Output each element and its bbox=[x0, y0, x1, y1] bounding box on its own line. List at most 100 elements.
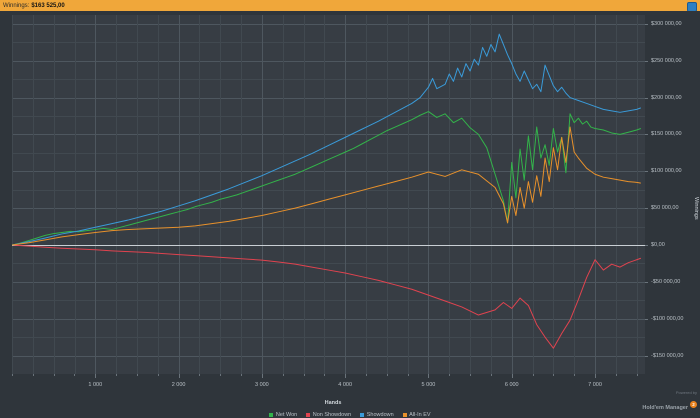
x-tick bbox=[282, 374, 284, 376]
x-tick bbox=[490, 374, 492, 376]
gridline-horizontal bbox=[12, 189, 645, 191]
x-tick bbox=[53, 374, 55, 376]
x-tick bbox=[553, 374, 555, 376]
y-axis-label: $0,00 bbox=[651, 241, 665, 248]
y-tick bbox=[645, 281, 648, 283]
y-axis-label: -$100 000,00 bbox=[651, 315, 684, 322]
window-titlebar: Winnings: $163 525,00 bbox=[0, 0, 700, 12]
gridline-vertical bbox=[324, 15, 326, 374]
gridline-vertical bbox=[12, 15, 13, 374]
x-tick bbox=[95, 374, 97, 378]
y-axis-label: $150 000,00 bbox=[651, 131, 682, 138]
gridline-vertical bbox=[241, 15, 242, 374]
gridline-vertical bbox=[74, 15, 76, 374]
gridline-vertical bbox=[470, 15, 472, 374]
x-tick bbox=[365, 374, 367, 376]
x-axis-label: 3 000 bbox=[254, 382, 269, 388]
x-axis-label: 2 000 bbox=[171, 382, 186, 388]
legend-swatch-icon bbox=[306, 413, 311, 417]
gridline-vertical bbox=[553, 15, 555, 374]
x-tick bbox=[303, 374, 305, 376]
info-icon[interactable] bbox=[687, 1, 697, 12]
x-tick bbox=[470, 374, 472, 376]
x-tick bbox=[74, 374, 76, 376]
gridline-vertical bbox=[136, 15, 138, 374]
x-tick bbox=[136, 374, 138, 376]
gridline-vertical bbox=[366, 15, 367, 374]
y-axis-label: -$50 000,00 bbox=[651, 278, 681, 285]
x-tick bbox=[220, 374, 222, 376]
gridline-vertical bbox=[199, 15, 201, 374]
y-tick bbox=[645, 355, 648, 357]
gridline-horizontal bbox=[12, 318, 645, 320]
watermark-powered-by: Powered by bbox=[675, 390, 697, 396]
gridline-vertical bbox=[157, 15, 159, 374]
gridline-vertical bbox=[282, 15, 284, 374]
x-tick bbox=[199, 374, 201, 376]
gridline-horizontal bbox=[12, 60, 645, 62]
gridline-vertical bbox=[595, 15, 596, 374]
legend-item-non-showdown[interactable]: Non Showdown bbox=[306, 412, 351, 418]
gridline-horizontal bbox=[12, 226, 645, 228]
x-tick bbox=[428, 374, 430, 378]
x-tick bbox=[324, 374, 326, 376]
x-axis-label: 4 000 bbox=[338, 382, 353, 388]
y-axis-label: $100 000,00 bbox=[651, 168, 682, 175]
y-tick bbox=[645, 97, 648, 99]
y-tick bbox=[645, 244, 648, 246]
y-tick bbox=[645, 23, 648, 25]
y-axis-label: $250 000,00 bbox=[651, 57, 682, 64]
x-tick bbox=[595, 374, 597, 378]
gridline-horizontal bbox=[12, 97, 645, 99]
chart-area: $300 000,00 $250 000,00 $200 000,00 $150 00… bbox=[0, 11, 700, 418]
x-tick bbox=[32, 374, 34, 376]
gridline-vertical bbox=[386, 15, 388, 374]
x-tick bbox=[532, 374, 534, 376]
y-axis-label: -$150 000,00 bbox=[651, 352, 684, 359]
titlebar-value: $163 525,00 bbox=[31, 2, 65, 9]
gridline-vertical bbox=[220, 15, 222, 374]
gridline-horizontal bbox=[12, 42, 645, 44]
gridline-vertical bbox=[490, 15, 492, 374]
legend-label: Net Won bbox=[275, 412, 298, 418]
legend-item-net-won[interactable]: Net Won bbox=[269, 412, 297, 418]
zero-baseline bbox=[12, 245, 645, 246]
x-tick bbox=[116, 374, 118, 376]
gridline-horizontal bbox=[12, 23, 645, 25]
x-tick bbox=[178, 374, 180, 378]
gridline-vertical bbox=[532, 15, 534, 374]
x-tick bbox=[636, 374, 638, 376]
x-tick bbox=[615, 374, 617, 376]
holdem-manager-badge-icon: 2 bbox=[690, 400, 697, 408]
y-axis-title: Winnings bbox=[693, 197, 699, 220]
gridline-horizontal bbox=[12, 152, 645, 154]
gridline-horizontal bbox=[12, 134, 645, 136]
legend-item-all-in-ev[interactable]: All-In EV bbox=[402, 412, 431, 418]
x-tick bbox=[511, 374, 513, 378]
plot-canvas bbox=[12, 15, 645, 374]
gridline-vertical bbox=[428, 15, 430, 374]
gridline-horizontal bbox=[12, 355, 645, 357]
gridline-vertical bbox=[53, 15, 55, 374]
series-line-net-won bbox=[12, 111, 642, 246]
x-tick bbox=[386, 374, 388, 376]
gridline-vertical bbox=[95, 15, 97, 374]
x-tick bbox=[574, 374, 576, 376]
series-layer bbox=[12, 33, 642, 349]
y-tick bbox=[645, 318, 648, 320]
gridline-vertical bbox=[32, 15, 34, 374]
y-tick bbox=[645, 60, 648, 62]
x-tick bbox=[345, 374, 347, 378]
x-tick bbox=[407, 374, 409, 376]
gridline-vertical bbox=[574, 15, 576, 374]
y-axis-label: $50 000,00 bbox=[651, 205, 679, 212]
chart-legend: Net Won Non Showdown Showdown All-In EV bbox=[0, 412, 700, 418]
x-axis-label: 7 000 bbox=[588, 382, 602, 388]
gridline-horizontal bbox=[12, 281, 645, 283]
gridline-vertical bbox=[636, 15, 638, 374]
gridline-horizontal bbox=[12, 300, 645, 302]
y-tick bbox=[645, 134, 648, 136]
gridline-horizontal bbox=[12, 79, 645, 81]
legend-item-showdown[interactable]: Showdown bbox=[360, 412, 394, 418]
